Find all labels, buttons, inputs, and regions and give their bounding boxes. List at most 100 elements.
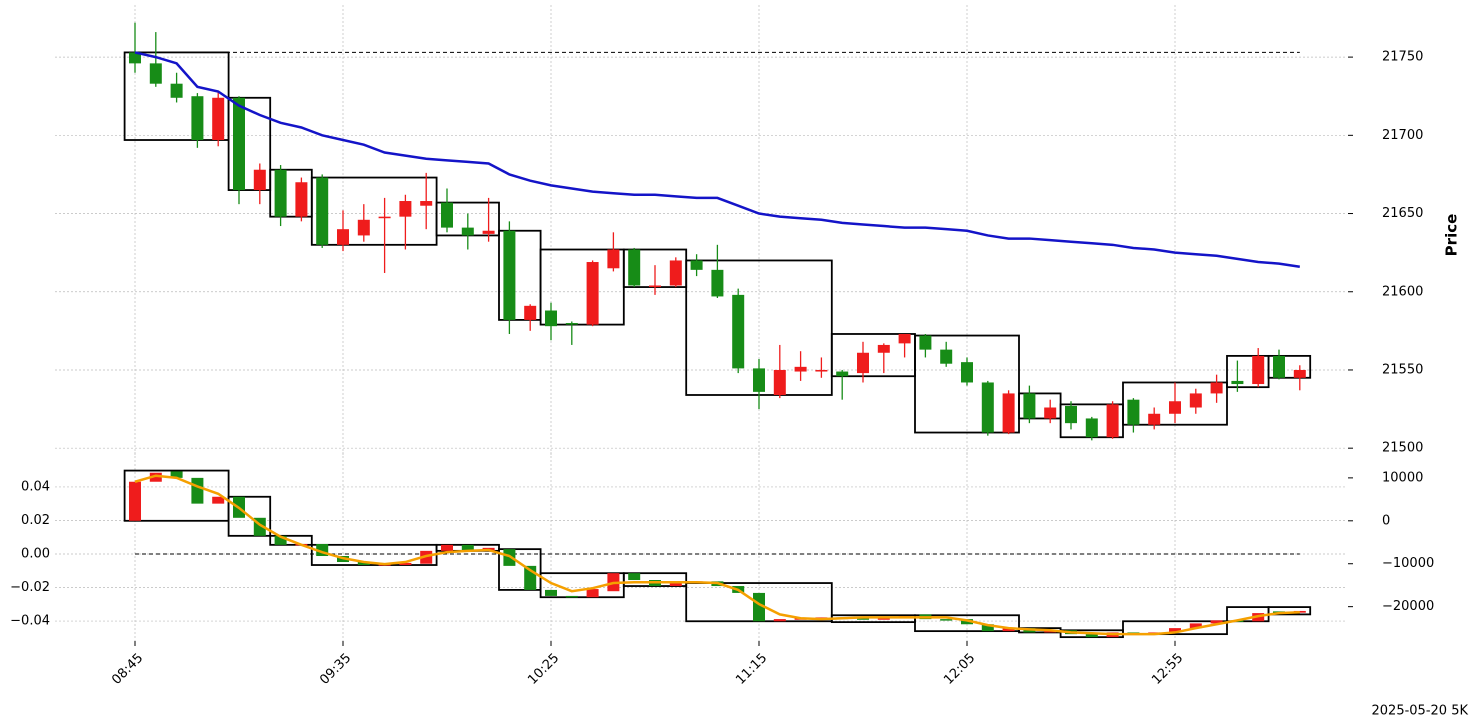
y-tick-label: 21750 — [1382, 50, 1423, 65]
y2-tick-label: 10000 — [1382, 470, 1423, 485]
y-axis-label: Price — [1443, 214, 1461, 257]
candle-body — [524, 305, 537, 320]
candle-body — [607, 249, 620, 269]
box — [914, 334, 1020, 434]
candle-body — [357, 562, 370, 566]
candle-body — [1169, 628, 1181, 633]
candle-body — [1169, 401, 1181, 414]
x-tick-label: 08:45 — [109, 651, 146, 688]
box — [123, 469, 230, 522]
candle-body — [1273, 355, 1285, 378]
candle-body — [877, 344, 890, 353]
candle-body — [253, 517, 266, 536]
candle-body — [170, 471, 183, 478]
candle-body — [981, 382, 994, 433]
moving-average-line — [134, 474, 1300, 636]
candle-body — [586, 262, 599, 325]
y-tick-label: 0.00 — [21, 547, 50, 562]
candle-body — [857, 618, 869, 620]
candle-body — [1252, 355, 1265, 385]
candle-body — [565, 323, 578, 325]
y-tick-label: 21550 — [1382, 362, 1423, 377]
x-tick-label: 12:55 — [1149, 651, 1186, 688]
candle-body — [961, 619, 973, 625]
candle-body — [898, 333, 911, 344]
candle-body — [212, 496, 225, 504]
candle-body — [628, 573, 641, 581]
x-tick-label: 10:25 — [525, 651, 562, 688]
candle-body — [503, 230, 516, 320]
y-tick-label: 21500 — [1382, 441, 1423, 456]
box — [914, 614, 1020, 633]
box — [498, 548, 542, 591]
box — [1267, 354, 1312, 379]
candle-body — [1127, 399, 1140, 425]
y-tick-label: 0.04 — [21, 479, 50, 494]
candle-body — [441, 544, 453, 551]
candle-body — [233, 97, 245, 191]
box — [1122, 620, 1228, 636]
candle-body — [565, 595, 578, 598]
candle-body — [1002, 393, 1015, 433]
candle-body — [191, 96, 204, 141]
candle-body — [815, 369, 828, 372]
candle-body — [1293, 610, 1306, 613]
x-tick-label: 11:15 — [733, 651, 770, 688]
candle-body — [149, 472, 162, 482]
y-tick-label: −0.04 — [10, 614, 50, 629]
candle-body — [337, 229, 349, 245]
candle-body — [1085, 418, 1098, 438]
candle-body — [940, 349, 953, 364]
box — [227, 96, 272, 191]
candle-body — [773, 619, 786, 622]
candle-body — [461, 227, 474, 236]
candle-body — [545, 589, 557, 596]
candle-body — [919, 335, 932, 350]
footer: 2025-05-20 5K — [1372, 704, 1469, 719]
candle-body — [316, 177, 329, 245]
x-tick-label: 12:05 — [941, 651, 978, 688]
candle-body — [669, 260, 682, 286]
candle-body — [1148, 413, 1161, 425]
candle-body — [274, 169, 287, 217]
candle-body — [961, 362, 973, 383]
y2-tick-label: −10000 — [1382, 556, 1434, 571]
candle-body — [669, 582, 682, 587]
candle-body — [191, 477, 204, 504]
y-tick-label: 21650 — [1382, 206, 1423, 221]
candle-body — [586, 589, 599, 598]
candle-body — [1085, 634, 1098, 638]
candle-body — [690, 260, 703, 270]
candle-body — [1210, 382, 1223, 394]
candle-body — [212, 97, 225, 141]
candle-body — [649, 285, 661, 288]
candle-body — [711, 269, 724, 297]
candle-body — [794, 366, 807, 372]
candle-body — [399, 562, 412, 566]
candle-body — [545, 310, 557, 327]
candle-body — [773, 369, 786, 395]
y-tick-label: 0.02 — [21, 513, 50, 528]
candle-body — [357, 219, 370, 236]
candle-body — [981, 624, 994, 632]
candle-body — [274, 535, 287, 545]
candle-body — [170, 83, 183, 98]
candle-body — [1189, 623, 1202, 629]
candle-body — [441, 202, 453, 228]
candle-body — [940, 619, 953, 621]
candle-body — [753, 592, 765, 622]
candle-body — [149, 63, 162, 84]
y-tick-label: −0.02 — [10, 580, 50, 595]
y2-tick-label: −20000 — [1382, 599, 1434, 614]
candle-body — [253, 169, 266, 191]
candle-body — [129, 481, 141, 521]
candle-body — [378, 216, 391, 219]
candle-body — [295, 182, 308, 217]
box — [310, 176, 438, 246]
candle-body — [877, 618, 890, 620]
candle-body — [1002, 628, 1015, 632]
candle-body — [129, 52, 141, 64]
y-tick-label: 21600 — [1382, 284, 1423, 299]
candle-body — [461, 544, 474, 551]
